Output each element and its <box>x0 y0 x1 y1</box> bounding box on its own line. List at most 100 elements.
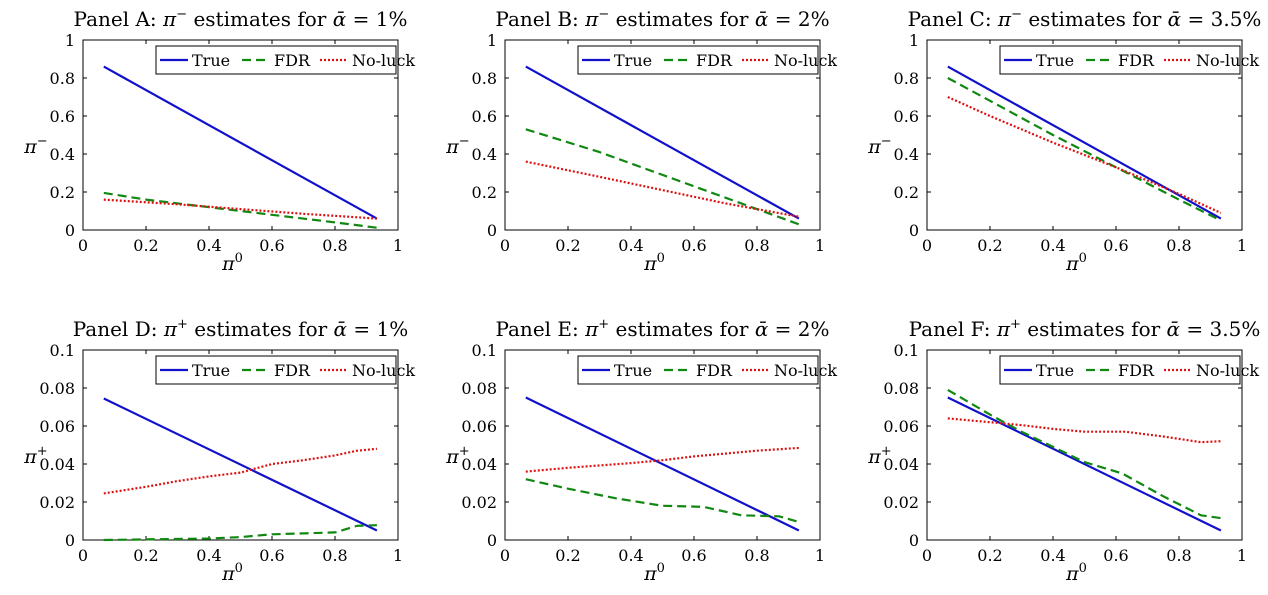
y-tick-label: 0.2 <box>50 183 75 202</box>
legend: True FDR No-luck <box>999 355 1259 385</box>
y-axis-label: π+ <box>445 444 469 468</box>
series-line-fdr <box>525 128 800 226</box>
legend-label: No-luck <box>774 51 837 70</box>
x-tick-label: 1 <box>1237 236 1247 255</box>
series-line-true <box>103 397 378 532</box>
legend-box <box>999 45 1241 75</box>
axes-box <box>504 349 821 541</box>
series-line-true <box>947 65 1222 220</box>
y-tick-label: 0.02 <box>39 493 75 512</box>
legend-label: FDR <box>1118 361 1155 380</box>
legend: True FDR No-luck <box>155 355 415 385</box>
series-line-true <box>525 65 800 220</box>
legend-label: True <box>614 361 652 380</box>
x-tick-label: 0.4 <box>1040 236 1065 255</box>
series-line-fdr <box>525 478 800 524</box>
y-tick-label: 0.4 <box>894 145 919 164</box>
x-tick-label: 1 <box>1237 546 1247 565</box>
y-tick-label: 0.2 <box>894 183 919 202</box>
y-tick-label: 0.08 <box>461 379 497 398</box>
legend-box <box>577 45 819 75</box>
x-tick-label: 0.8 <box>1166 546 1191 565</box>
panel-title: Panel D: π+ estimates for ᾱ = 1% <box>73 317 409 341</box>
legend-label: No-luck <box>1196 361 1259 380</box>
x-tick-label: 0.2 <box>133 546 158 565</box>
x-tick-label: 0.2 <box>977 236 1002 255</box>
y-tick-label: 0.02 <box>883 493 919 512</box>
axes-box <box>926 349 1243 541</box>
legend-box <box>155 355 397 385</box>
legend-box <box>155 45 397 75</box>
series-line-true <box>525 396 800 532</box>
y-axis-label: π− <box>445 134 469 158</box>
y-tick-label: 0 <box>909 221 919 240</box>
x-tick-label: 0.2 <box>977 546 1002 565</box>
panel-title: Panel C: π− estimates for ᾱ = 3.5% <box>908 7 1262 31</box>
legend: True FDR No-luck <box>155 45 415 75</box>
y-tick-label: 0.1 <box>472 341 497 360</box>
y-axis-label: π− <box>23 134 47 158</box>
legend-box <box>577 355 819 385</box>
legend-label: True <box>192 361 230 380</box>
legend-label: True <box>1036 51 1074 70</box>
x-tick-label: 0.2 <box>555 236 580 255</box>
legend: True FDR No-luck <box>577 45 837 75</box>
legend-label: No-luck <box>1196 51 1259 70</box>
y-axis-label: π+ <box>867 444 891 468</box>
panel-1: Panel A: π− estimates for ᾱ = 1% 0 0.2 0.4 0… <box>23 7 415 275</box>
x-tick-label: 0.6 <box>1103 236 1128 255</box>
legend-label: FDR <box>274 361 311 380</box>
y-tick-label: 0.06 <box>39 417 75 436</box>
x-tick-label: 0 <box>78 236 88 255</box>
y-axis-label: π+ <box>23 444 47 468</box>
axes-box <box>926 39 1243 231</box>
panel-title: Panel B: π− estimates for ᾱ = 2% <box>495 7 829 31</box>
x-tick-label: 0.4 <box>196 546 221 565</box>
legend-label: True <box>1036 361 1074 380</box>
y-tick-label: 0.1 <box>50 341 75 360</box>
x-axis-label: π0 <box>221 561 243 585</box>
y-tick-label: 0.08 <box>883 379 919 398</box>
x-tick-label: 0.8 <box>322 236 347 255</box>
x-tick-label: 0.6 <box>259 236 284 255</box>
x-tick-label: 0 <box>78 546 88 565</box>
x-axis-label: π0 <box>1065 251 1087 275</box>
x-tick-label: 0.8 <box>1166 236 1191 255</box>
x-tick-label: 0.6 <box>681 236 706 255</box>
y-tick-label: 0.8 <box>894 69 919 88</box>
x-tick-label: 0.8 <box>744 546 769 565</box>
y-tick-label: 0.06 <box>461 417 497 436</box>
x-tick-label: 0.6 <box>681 546 706 565</box>
y-axis-label: π− <box>867 134 891 158</box>
x-tick-label: 0.4 <box>618 236 643 255</box>
axes-box <box>82 39 399 231</box>
x-tick-label: 0 <box>922 546 932 565</box>
y-tick-label: 0 <box>65 221 75 240</box>
series-line-no-luck <box>525 160 800 218</box>
x-tick-label: 1 <box>393 236 403 255</box>
x-tick-label: 0.4 <box>196 236 221 255</box>
legend: True FDR No-luck <box>577 355 837 385</box>
y-tick-label: 0.4 <box>50 145 75 164</box>
series-line-no-luck <box>103 447 378 495</box>
x-tick-label: 1 <box>393 546 403 565</box>
series-line-fdr <box>103 191 378 229</box>
x-axis-label: π0 <box>1065 561 1087 585</box>
panel-6: Panel F: π+ estimates for ᾱ = 3.5% 0 0.2 0.… <box>867 317 1260 585</box>
panel-4: Panel D: π+ estimates for ᾱ = 1% 0 0.2 0.4 0… <box>23 317 415 585</box>
x-tick-label: 0.4 <box>1040 546 1065 565</box>
y-tick-label: 0 <box>909 531 919 550</box>
series-line-no-luck <box>525 446 799 473</box>
y-tick-label: 1 <box>909 31 919 50</box>
legend-label: FDR <box>274 51 311 70</box>
x-axis-label: π0 <box>643 561 665 585</box>
y-tick-label: 0 <box>65 531 75 550</box>
x-axis-label: π0 <box>643 251 665 275</box>
y-tick-label: 0.6 <box>472 107 497 126</box>
y-tick-label: 1 <box>65 31 75 50</box>
legend-box <box>999 355 1241 385</box>
axes-box <box>82 349 399 541</box>
legend-label: True <box>192 51 230 70</box>
y-tick-label: 0.1 <box>894 341 919 360</box>
panel-title: Panel E: π+ estimates for ᾱ = 2% <box>495 317 829 341</box>
